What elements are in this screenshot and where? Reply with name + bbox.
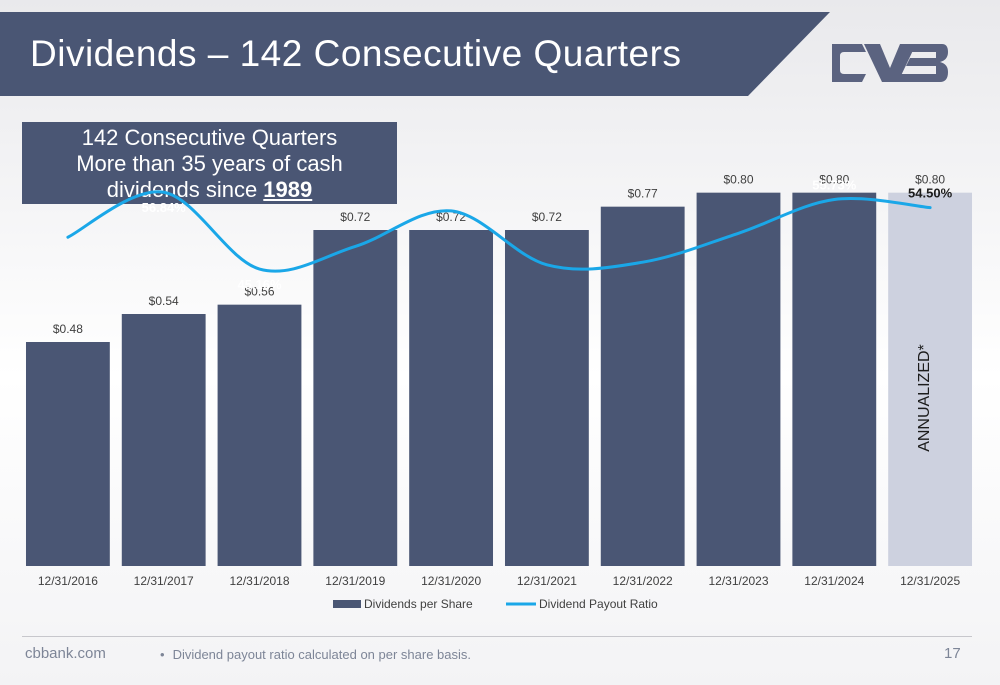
annualized-annotation: ANNUALIZED*	[916, 344, 933, 452]
legend-bar-swatch	[333, 600, 361, 608]
payout-ratio-line	[66, 190, 932, 273]
bar-12/31/2024	[792, 192, 877, 566]
ratio-value-label: 55.73%	[812, 178, 857, 193]
ratio-value-label: 45.16%	[237, 277, 282, 292]
bar-value-label: $0.77	[628, 187, 658, 201]
footnote-bullet: •	[160, 647, 165, 662]
bar-value-label: $0.80	[723, 173, 753, 187]
x-tick-label: 12/31/2024	[804, 574, 864, 588]
page-number: 17	[944, 645, 961, 662]
cvb-logo-icon	[832, 44, 948, 82]
ratio-value-label: 54.50%	[908, 186, 953, 201]
bar-12/31/2021	[504, 230, 589, 566]
x-tick-label: 12/31/2019	[325, 574, 385, 588]
callout-year: 1989	[263, 177, 313, 202]
footnote: • Dividend payout ratio calculated on per…	[160, 647, 471, 662]
x-tick-label: 12/31/2016	[38, 574, 98, 588]
bar-value-label: $0.48	[53, 322, 83, 336]
callout-box: 142 Consecutive Quarters More than 35 ye…	[22, 122, 397, 204]
bar-value-label: $0.80	[819, 173, 849, 187]
x-tick-label: 12/31/2020	[421, 574, 481, 588]
footer-divider	[22, 636, 972, 637]
bar-12/31/2019	[313, 230, 398, 566]
x-tick-label: 12/31/2023	[708, 574, 768, 588]
bar-value-label: $0.72	[532, 210, 562, 224]
bar-12/31/2025	[888, 192, 973, 566]
title-banner	[0, 12, 1000, 96]
footnote-text: Dividend payout ratio calculated on per …	[172, 647, 472, 662]
callout-line-2: More than 35 years of cash	[76, 151, 343, 176]
bar-value-label: $0.54	[149, 294, 179, 308]
callout-line-1: 142 Consecutive Quarters	[81, 125, 338, 150]
bar-12/31/2023	[696, 192, 781, 566]
x-tick-label: 12/31/2022	[613, 574, 673, 588]
x-tick-label: 12/31/2025	[900, 574, 960, 588]
bar-12/31/2018	[217, 304, 302, 566]
bar-12/31/2022	[600, 206, 685, 566]
bar-value-label: $0.72	[340, 210, 370, 224]
ratio-value-label: 56.84%	[142, 200, 187, 215]
x-tick-label: 12/31/2017	[134, 574, 194, 588]
bar-12/31/2017	[121, 314, 206, 566]
bar-value-label: $0.56	[244, 285, 274, 299]
footer-site-link[interactable]: cbbank.com	[25, 645, 106, 662]
bar-value-label: $0.80	[915, 173, 945, 187]
bar-12/31/2020	[409, 230, 494, 566]
legend-line-label: Dividend Payout Ratio	[539, 597, 658, 611]
x-tick-label: 12/31/2021	[517, 574, 577, 588]
title-banner-shape	[0, 12, 830, 96]
legend-bar-label: Dividends per Share	[364, 597, 473, 611]
x-tick-label: 12/31/2018	[229, 574, 289, 588]
slide-title: Dividends – 142 Consecutive Quarters	[30, 33, 682, 74]
bar-12/31/2016	[25, 342, 110, 566]
